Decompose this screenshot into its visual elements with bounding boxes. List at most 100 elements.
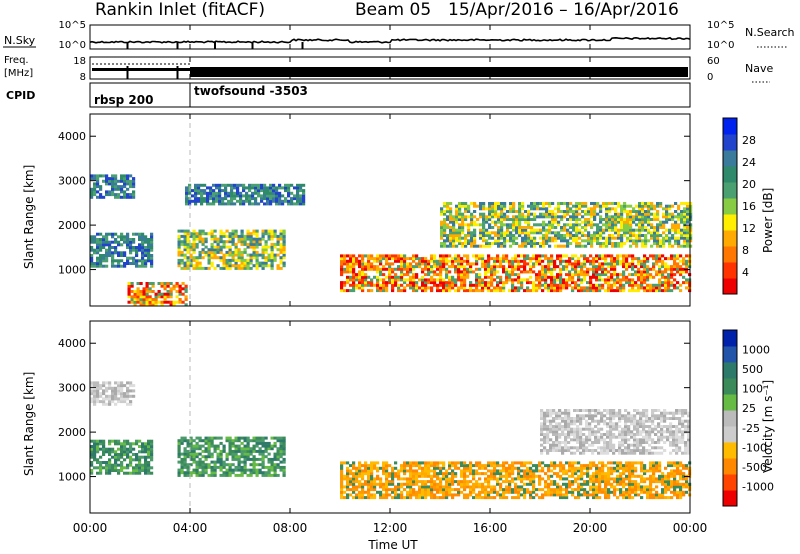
power-cell <box>545 239 549 243</box>
power-cell <box>114 185 118 189</box>
power-cell <box>637 278 641 282</box>
velocity-cell <box>493 464 497 468</box>
power-cell <box>169 292 173 296</box>
power-cell <box>231 256 235 260</box>
power-cell <box>689 215 693 219</box>
power-cell <box>629 212 633 216</box>
velocity-cell <box>586 472 590 476</box>
power-cell <box>605 226 609 229</box>
velocity-cell <box>195 444 199 448</box>
velocity-cell <box>460 464 464 468</box>
power-cell <box>367 283 371 287</box>
power-cell <box>587 236 591 240</box>
power-cell <box>260 189 264 193</box>
velocity-cell <box>415 482 419 486</box>
power-cell <box>439 270 443 274</box>
velocity-cell <box>616 469 620 473</box>
power-cell <box>114 182 118 186</box>
velocity-cell <box>535 466 539 470</box>
power-cell <box>664 257 668 261</box>
power-cell <box>686 226 690 229</box>
velocity-cell <box>508 469 512 473</box>
power-cell <box>664 286 668 290</box>
velocity-cell <box>96 392 100 396</box>
power-cell <box>617 236 621 240</box>
velocity-cell <box>210 444 214 448</box>
velocity-cell <box>111 400 115 404</box>
velocity-cell <box>607 482 611 486</box>
power-cell <box>560 234 564 237</box>
velocity-cell <box>625 482 629 486</box>
power-cell <box>643 273 647 277</box>
power-cell <box>530 212 534 216</box>
power-cell <box>264 250 268 254</box>
power-cell <box>251 197 255 201</box>
power-cell <box>500 215 504 219</box>
power-cell <box>445 262 449 266</box>
velocity-cell <box>622 480 626 484</box>
power-cell <box>544 283 548 287</box>
power-cell <box>544 275 548 279</box>
velocity-cell <box>177 452 181 456</box>
velocity-cell <box>589 493 593 497</box>
power-cell <box>655 273 659 277</box>
power-cell <box>539 207 543 211</box>
power-cell <box>142 300 146 304</box>
velocity-cell <box>240 471 244 475</box>
velocity-cell <box>261 465 265 469</box>
velocity-cell <box>610 482 614 486</box>
power-cell <box>148 295 152 299</box>
velocity-cell <box>607 472 611 476</box>
velocity-cell <box>607 480 611 484</box>
power-cell <box>554 220 558 224</box>
velocity-cell <box>144 463 148 467</box>
power-cell <box>641 220 645 224</box>
power-cell <box>457 289 461 293</box>
power-cell <box>388 281 392 285</box>
power-cell <box>527 210 531 213</box>
velocity-cell <box>252 468 256 472</box>
power-cell <box>644 204 648 208</box>
power-cell <box>497 231 501 235</box>
power-cell <box>646 275 650 279</box>
velocity-cell <box>249 447 253 451</box>
velocity-cell <box>589 474 593 478</box>
velocity-cell <box>273 455 277 459</box>
power-cell <box>150 240 154 244</box>
power-cell <box>671 223 675 227</box>
velocity-cell <box>93 394 97 398</box>
power-cell <box>635 212 639 216</box>
power-cell <box>219 250 223 254</box>
noise-left-tick-bottom: 10^0 <box>59 40 86 51</box>
power-cell <box>151 282 155 285</box>
power-cell <box>111 246 115 249</box>
velocity-cell <box>526 490 530 494</box>
power-cell <box>228 258 232 262</box>
velocity-cell <box>415 474 419 478</box>
power-cell <box>130 284 134 288</box>
power-cell <box>524 228 528 232</box>
velocity-cell <box>583 464 587 468</box>
power-cell <box>496 286 500 290</box>
power-cell <box>457 286 461 290</box>
velocity-cell <box>394 496 398 500</box>
power-cell <box>340 267 344 271</box>
velocity-cell <box>454 493 458 497</box>
power-cell <box>614 231 618 235</box>
velocity-cell <box>415 464 419 468</box>
power-cell <box>644 234 648 237</box>
power-cell <box>240 253 244 257</box>
power-cell <box>186 242 190 246</box>
velocity-cell <box>120 466 124 470</box>
velocity-cell <box>114 439 118 443</box>
power-cell <box>358 259 362 263</box>
power-cell <box>595 270 599 274</box>
power-cell <box>200 183 204 187</box>
velocity-cell <box>240 460 244 464</box>
power-cell <box>680 202 684 205</box>
velocity-cell <box>358 461 362 465</box>
velocity-cell <box>493 472 497 476</box>
power-cell <box>583 262 587 266</box>
power-cell <box>448 289 452 293</box>
power-cell <box>346 267 350 271</box>
